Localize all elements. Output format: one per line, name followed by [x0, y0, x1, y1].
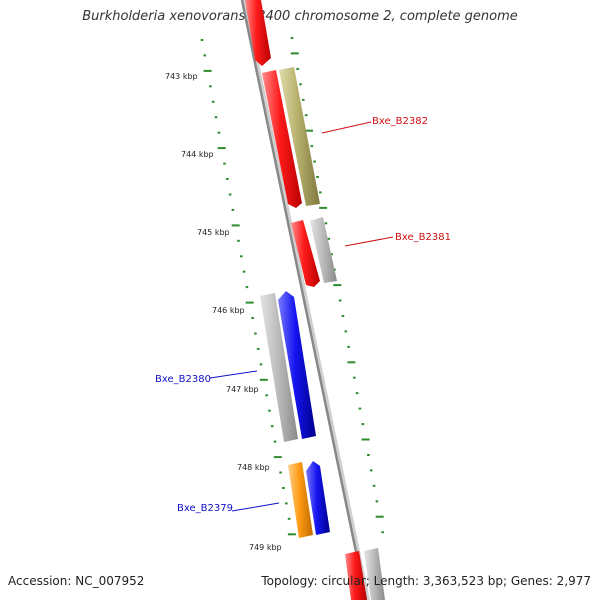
leader-line-bxe-b2381 [344, 236, 394, 247]
gene-arrow-bxe-b2381[interactable] [310, 217, 337, 283]
gene-arrow-bxe-b2382-partner[interactable] [262, 70, 302, 208]
tick-label-744: 744 kbp [181, 150, 214, 159]
leader-line-bxe-b2382 [321, 121, 372, 134]
genome-stats-text: Topology: circular; Length: 3,363,523 bp… [261, 574, 591, 588]
gene-arrow-red-bottom[interactable] [345, 551, 367, 600]
tick-label-745: 745 kbp [197, 228, 230, 237]
gene-label-bxe-b2380[interactable]: Bxe_B2380 [155, 374, 211, 385]
gene-arrow-blue-748[interactable] [306, 461, 330, 535]
chromosome-backbone [240, 0, 368, 600]
gene-arrow-red-745[interactable] [291, 220, 320, 287]
gene-arrow-bxe-b2382[interactable] [279, 67, 320, 206]
tick-label-748: 748 kbp [237, 463, 270, 472]
leader-line-bxe-b2379 [231, 502, 280, 512]
gene-arrow-red-top[interactable] [245, 0, 271, 66]
leader-line-bxe-b2380 [209, 370, 258, 379]
accession-text: Accession: NC_007952 [8, 574, 145, 588]
gene-label-bxe-b2379[interactable]: Bxe_B2379 [177, 503, 233, 514]
gene-label-bxe-b2381[interactable]: Bxe_B2381 [395, 232, 451, 243]
inner-tick-track [290, 37, 384, 534]
map-title: Burkholderia xenovorans LB400 chromosome… [82, 9, 518, 24]
gene-arrow-blue-746[interactable] [278, 291, 316, 439]
tick-label-749: 749 kbp [249, 543, 282, 552]
tick-label-747: 747 kbp [226, 385, 259, 394]
tick-label-743: 743 kbp [165, 72, 198, 81]
gene-arrow-bxe-b2380[interactable] [260, 293, 298, 442]
tick-label-746: 746 kbp [212, 306, 245, 315]
outer-tick-track [200, 39, 296, 536]
gene-arrow-gray-bottom[interactable] [364, 548, 385, 600]
backbone-shadow [242, 0, 370, 600]
gene-label-bxe-b2382[interactable]: Bxe_B2382 [372, 116, 428, 127]
gene-arrow-bxe-b2379[interactable] [288, 462, 313, 538]
